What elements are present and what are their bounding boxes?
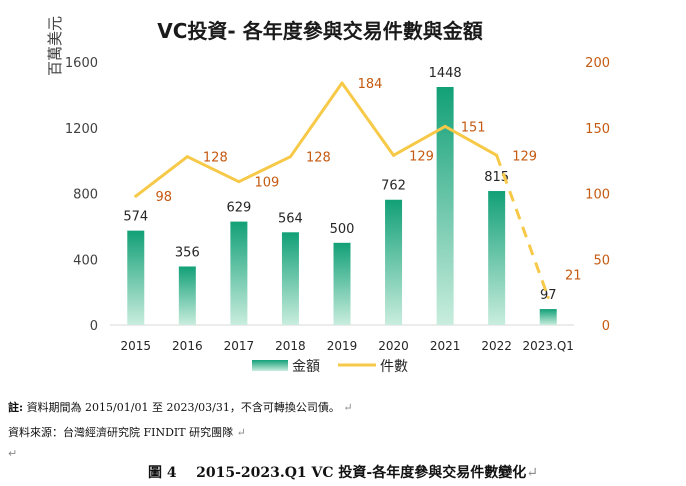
- chart-title: VC投資- 各年度參與交易件數與金額: [157, 19, 482, 43]
- line-series-dashed-segment: [495, 154, 550, 298]
- line-point: [546, 295, 550, 299]
- line-value-label: 109: [254, 176, 279, 191]
- y-left-tick-label: 800: [73, 188, 98, 203]
- data-period-note: 註: 資料期間為 2015/01/01 至 2023/03/31，不含可轉換公司…: [8, 399, 353, 415]
- figure-caption-text: 2015-2023.Q1 VC 投資-各年度參與交易件數變化: [196, 465, 527, 481]
- combo-chart: VC投資- 各年度參與交易件數與金額 百萬美元 040080012001600 …: [46, 16, 610, 375]
- x-tick-label: 2020: [378, 339, 409, 353]
- bar: [488, 191, 506, 325]
- line-value-label: 128: [203, 151, 228, 166]
- x-tick-label: 2017: [224, 339, 255, 353]
- paragraph-mark: ↵: [8, 447, 18, 460]
- x-tick-label: 2021: [430, 339, 461, 353]
- legend-line-label: 件數: [380, 359, 408, 375]
- line-point: [288, 155, 292, 159]
- line-series-solid: [134, 81, 499, 198]
- bar-value-label: 574: [123, 210, 148, 225]
- y-left-tick-label: 1600: [65, 56, 98, 71]
- legend-bar-swatch: [252, 360, 288, 371]
- line-value-label: 128: [306, 151, 331, 166]
- y-left-tick-label: 0: [90, 319, 98, 334]
- bar-value-label: 762: [381, 179, 406, 194]
- source-note: 資料來源：台灣經濟研究院 FINDIT 研究團隊 ↵: [8, 424, 246, 440]
- line-point: [443, 124, 447, 128]
- y-left-axis-title: 百萬美元: [46, 16, 64, 76]
- bar: [178, 266, 196, 325]
- line-point: [495, 153, 499, 157]
- source-lead: 資料來源：: [8, 426, 63, 439]
- x-tick-label: 2022: [481, 339, 512, 353]
- line-point: [340, 81, 344, 85]
- line-point: [237, 180, 241, 184]
- x-tick-label: 2016: [172, 339, 203, 353]
- paragraph-mark: ↵: [236, 426, 246, 439]
- y-right-tick-label: 0: [602, 319, 610, 334]
- bar: [230, 221, 248, 325]
- bar: [539, 309, 557, 325]
- line-value-label: 21: [565, 268, 582, 283]
- bar-value-label: 356: [175, 245, 200, 260]
- y-right-tick-label: 50: [593, 253, 610, 268]
- figure-caption: 圖 4 2015-2023.Q1 VC 投資-各年度參與交易件數變化↵: [0, 462, 686, 482]
- line-value-label: 184: [358, 77, 383, 92]
- bar: [385, 199, 403, 325]
- bar-value-label: 97: [540, 288, 557, 303]
- figure-number: 圖 4: [148, 465, 177, 481]
- bar: [281, 232, 299, 325]
- x-tick-label: 2023.Q1: [523, 339, 574, 353]
- paragraph-mark: ↵: [343, 401, 353, 414]
- bar: [436, 86, 454, 325]
- line-value-label: 98: [156, 190, 173, 205]
- legend: 金額 件數: [252, 359, 408, 375]
- x-tick-label: 2019: [327, 339, 358, 353]
- line-point: [392, 153, 396, 157]
- bar-value-label: 564: [278, 211, 303, 226]
- bar-value-label: 629: [226, 201, 251, 216]
- line-value-label: 151: [461, 120, 486, 135]
- y-left-tick-label: 1200: [65, 122, 98, 137]
- y-left-tick-label: 400: [73, 253, 98, 268]
- bar: [333, 242, 351, 325]
- y-right-tick-label: 100: [585, 188, 610, 203]
- line-value-label: 129: [409, 149, 434, 164]
- bar-value-label: 500: [330, 222, 355, 237]
- y-right-tick-label: 150: [585, 122, 610, 137]
- source-text: 台灣經濟研究院 FINDIT 研究團隊: [63, 426, 234, 439]
- x-tick-label: 2018: [275, 339, 306, 353]
- line-point: [134, 194, 138, 198]
- x-tick-label: 2015: [121, 339, 152, 353]
- note-lead: 註:: [8, 401, 24, 414]
- line-value-label: 129: [512, 149, 537, 164]
- bar-value-label: 1448: [429, 66, 462, 81]
- line-point: [185, 155, 189, 159]
- legend-bar-label: 金額: [292, 359, 320, 375]
- bar: [127, 230, 145, 325]
- note-text: 資料期間為 2015/01/01 至 2023/03/31，不含可轉換公司債。: [26, 401, 340, 414]
- y-right-tick-label: 200: [585, 56, 610, 71]
- paragraph-mark: ↵: [526, 465, 538, 481]
